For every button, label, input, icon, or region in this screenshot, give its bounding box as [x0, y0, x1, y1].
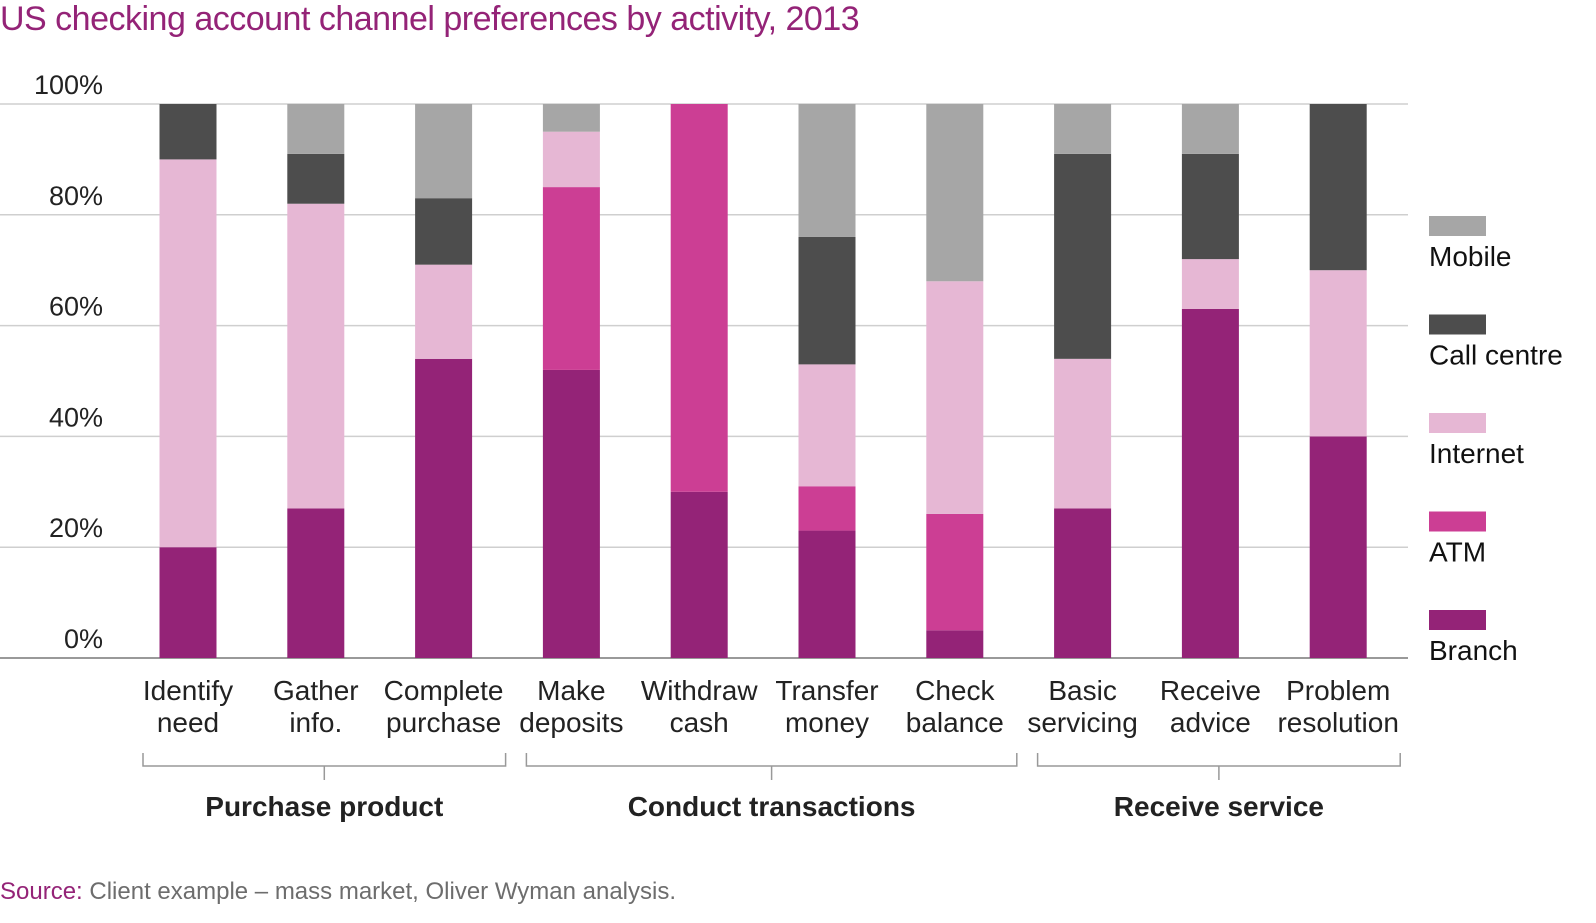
- y-tick-label: 80%: [49, 181, 103, 211]
- source-text: Client example – mass market, Oliver Wym…: [82, 878, 677, 905]
- x-category-label: Transfer: [775, 675, 878, 706]
- legend-label: Branch: [1429, 635, 1518, 666]
- source-label: Source:: [0, 878, 83, 905]
- legend-item: ATM: [1429, 511, 1486, 568]
- bar-segment-call-centre: [798, 236, 856, 365]
- group-label: Purchase product: [205, 791, 443, 822]
- bar-segment-call-centre: [415, 198, 473, 265]
- x-category-label: money: [785, 707, 869, 738]
- bar-segment-mobile: [1054, 104, 1112, 154]
- legend-label: ATM: [1429, 537, 1486, 568]
- bar-segment-internet: [159, 159, 217, 548]
- bar-segment-atm: [670, 104, 728, 492]
- x-category-label: cash: [670, 707, 729, 738]
- legend-swatch: [1429, 610, 1486, 630]
- chart-title: US checking account channel preferences …: [0, 0, 860, 38]
- legend-item: Branch: [1429, 610, 1518, 666]
- legend: Mobile Call centre Internet ATM Branch: [1429, 216, 1563, 666]
- bracket-line: [142, 753, 507, 767]
- bars: [159, 104, 1367, 658]
- bar-segment-internet: [415, 264, 473, 359]
- x-category-label: info.: [289, 707, 342, 738]
- x-category-label: Gather: [273, 675, 359, 706]
- bar-segment-branch: [1054, 508, 1112, 658]
- bar-segment-branch: [1181, 308, 1239, 658]
- legend-item: Call centre: [1429, 314, 1563, 371]
- bar-segment-mobile: [542, 104, 600, 132]
- bar-segment-internet: [287, 203, 345, 509]
- x-category-label: Identify: [143, 675, 233, 706]
- bar-segment-branch: [542, 369, 600, 658]
- bar-segment-branch: [670, 491, 728, 658]
- x-category-label: Withdraw: [641, 675, 758, 706]
- bar-segment-call-centre: [1054, 153, 1112, 359]
- bar-segment-internet: [798, 364, 856, 487]
- x-category-label: Basic: [1048, 675, 1116, 706]
- bar-segment-atm: [926, 513, 984, 631]
- bar-segment-atm: [542, 187, 600, 370]
- legend-label: Call centre: [1429, 340, 1563, 371]
- x-category-label: deposits: [519, 707, 623, 738]
- x-category-label: purchase: [386, 707, 501, 738]
- x-category-label: Make: [537, 675, 605, 706]
- x-category-label: Check: [915, 675, 995, 706]
- bracket-line: [1036, 753, 1401, 767]
- bar-segment-atm: [798, 486, 856, 531]
- x-category-label: advice: [1170, 707, 1251, 738]
- x-category-label: servicing: [1027, 707, 1137, 738]
- y-tick-label: 100%: [34, 70, 103, 100]
- bar-segment-branch: [159, 547, 217, 658]
- bar-segment-internet: [1054, 358, 1112, 509]
- y-tick-label: 60%: [49, 292, 103, 322]
- bar-segment-mobile: [798, 104, 856, 237]
- bar-segment-branch: [287, 508, 345, 658]
- bar-segment-mobile: [1181, 104, 1239, 154]
- bar-segment-call-centre: [287, 153, 345, 204]
- x-category-label: Receive: [1160, 675, 1261, 706]
- bar-segment-branch: [926, 630, 984, 658]
- x-category-label: Problem: [1286, 675, 1390, 706]
- bar-segment-internet: [1309, 270, 1367, 437]
- bar-segment-mobile: [287, 104, 345, 154]
- legend-label: Mobile: [1429, 241, 1511, 272]
- legend-swatch: [1429, 413, 1486, 433]
- y-tick-label: 40%: [49, 402, 103, 432]
- x-category-label: resolution: [1277, 707, 1398, 738]
- bar-segment-call-centre: [1309, 104, 1367, 271]
- x-category-label: Complete: [384, 675, 504, 706]
- legend-swatch: [1429, 511, 1486, 532]
- y-tick-label: 0%: [64, 624, 103, 654]
- legend-swatch: [1429, 216, 1486, 236]
- y-axis-ticks: 0% 20% 40% 60% 80% 100%: [34, 70, 103, 654]
- source-note: Source: Client example – mass market, Ol…: [0, 878, 676, 906]
- group-label: Conduct transactions: [628, 791, 916, 822]
- y-tick-label: 20%: [49, 513, 103, 543]
- bar-segment-call-centre: [1181, 153, 1239, 260]
- bar-segment-branch: [798, 530, 856, 658]
- x-category-label: balance: [906, 707, 1004, 738]
- group-bracket: Receive service: [1036, 753, 1401, 822]
- bar-segment-call-centre: [159, 104, 217, 160]
- legend-label: Internet: [1429, 438, 1524, 469]
- group-bracket: Purchase product: [142, 753, 507, 822]
- bar-segment-mobile: [926, 104, 984, 282]
- x-category-label: need: [157, 707, 219, 738]
- bracket-line: [525, 753, 1018, 767]
- bar-segment-internet: [926, 281, 984, 514]
- group-brackets: Purchase product Conduct transactions Rece…: [142, 753, 1401, 822]
- bar-segment-mobile: [415, 104, 473, 199]
- group-bracket: Conduct transactions: [525, 753, 1018, 822]
- legend-swatch: [1429, 314, 1486, 335]
- bar-segment-branch: [415, 358, 473, 658]
- bar-segment-internet: [1181, 259, 1239, 309]
- bar-segment-branch: [1309, 436, 1367, 658]
- bar-segment-internet: [542, 131, 600, 188]
- legend-item: Mobile: [1429, 216, 1511, 272]
- group-label: Receive service: [1114, 791, 1324, 822]
- legend-item: Internet: [1429, 413, 1524, 469]
